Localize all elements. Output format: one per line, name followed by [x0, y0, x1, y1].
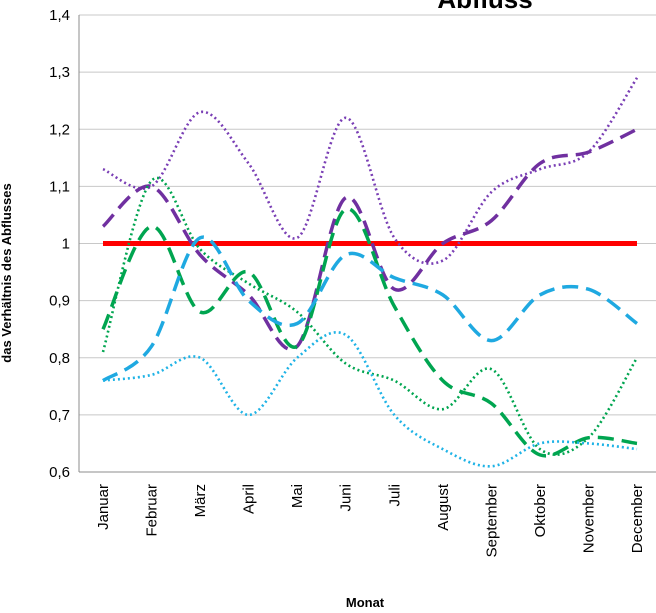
x-tick-label: April [241, 484, 258, 514]
y-tick-label: 1 [62, 236, 70, 253]
x-tick-labels: Januar Februar März April Mai Juni Juli August S… [95, 483, 646, 557]
series-line-5 [101, 176, 639, 456]
y-tick-label: 0,8 [49, 350, 70, 367]
x-tick-label: August [435, 483, 452, 531]
y-tick-label: 0,6 [49, 464, 70, 481]
x-tick-label: Februar [144, 484, 161, 537]
axes [78, 15, 656, 473]
y-tick-label: 1,2 [49, 121, 70, 138]
y-tick-label: 1,1 [49, 178, 70, 195]
y-axis-title: das Verhältnis des Abflusses [0, 183, 14, 362]
y-tick-labels: 0,6 0,7 0,8 0,9 1 1,1 1,2 1,3 1,4 [49, 7, 70, 481]
x-axis-title: Monat [346, 595, 385, 610]
x-tick-label: Juni [338, 484, 355, 512]
x-tick-label: Mai [289, 484, 306, 508]
series-lines [101, 77, 639, 468]
y-tick-label: 1,3 [49, 64, 70, 81]
y-tick-label: 0,7 [49, 407, 70, 424]
y-tick-label: 1,4 [49, 7, 70, 24]
chart-title: Abfluss [437, 0, 532, 14]
series-line-2 [102, 77, 639, 265]
x-tick-label: December [629, 484, 646, 553]
x-tick-label: September [483, 484, 500, 557]
series-line-6 [101, 235, 639, 383]
x-tick-label: März [192, 484, 209, 517]
series-line-4 [101, 207, 638, 458]
y-tick-label: 0,9 [49, 293, 70, 310]
x-tick-label: Juli [386, 484, 403, 507]
series-line-3 [101, 127, 638, 351]
x-tick-label: Oktober [532, 484, 549, 537]
series-line-7 [102, 331, 638, 468]
x-tick-label: Januar [95, 484, 112, 530]
x-tick-label: November [580, 484, 597, 553]
